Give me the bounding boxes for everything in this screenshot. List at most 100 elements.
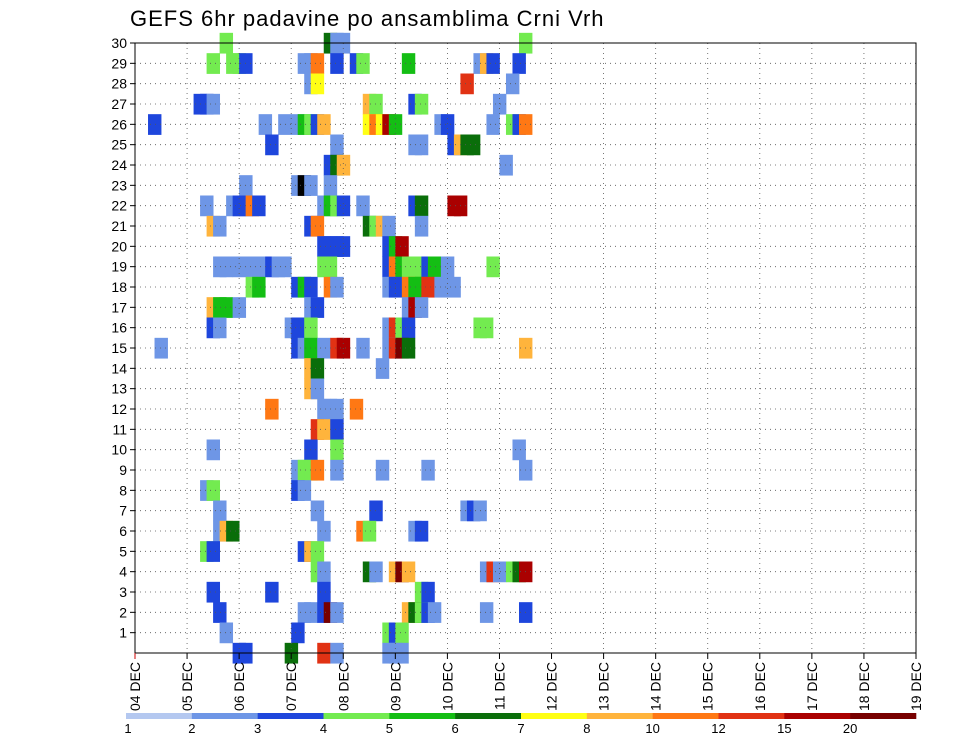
x-tick-label: 11 DEC [491, 662, 507, 710]
y-tick-label: 12 [111, 401, 127, 417]
heatmap-cell [414, 93, 429, 115]
heatmap-cell [213, 500, 227, 522]
heatmap-cell [421, 581, 435, 603]
x-tick-label: 13 DEC [596, 662, 612, 711]
y-tick-label: 5 [119, 543, 127, 559]
heatmap-cell [226, 520, 240, 542]
heatmap-cell [310, 73, 325, 95]
y-tick-label: 25 [111, 137, 127, 153]
heatmap-cell [369, 93, 383, 115]
heatmap-cell [310, 215, 325, 237]
heatmap-cell [310, 378, 325, 400]
y-tick-label: 22 [111, 198, 127, 214]
heatmap-cell [499, 154, 513, 176]
x-tick-label: 18 DEC [856, 662, 872, 711]
colorbar-label: 6 [452, 721, 459, 736]
heatmap-cell [479, 317, 494, 339]
heatmap-cell [291, 317, 305, 339]
colorbar-segment [323, 713, 390, 719]
heatmap-cell [310, 541, 325, 562]
heatmap-cell [440, 114, 455, 135]
heatmap-cell [401, 317, 416, 339]
heatmap-cell [330, 53, 344, 74]
x-tick-label: 17 DEC [804, 662, 820, 711]
heatmap-cell [291, 622, 305, 644]
heatmap-cell [414, 297, 429, 318]
y-tick-label: 24 [111, 157, 127, 173]
y-axis: 1234567891011121314151617181920212223242… [111, 35, 135, 641]
heatmap-cell [427, 602, 442, 623]
y-tick-label: 15 [111, 340, 127, 356]
y-tick-label: 11 [112, 421, 127, 437]
colorbar-segment [850, 713, 917, 719]
x-tick-label: 09 DEC [387, 662, 403, 711]
y-tick-label: 14 [111, 360, 127, 376]
y-tick-label: 8 [119, 482, 127, 498]
heatmap-cell [213, 602, 227, 623]
grid-layer [135, 43, 916, 653]
heatmap-cell [310, 500, 325, 522]
heatmap-cell [356, 53, 370, 74]
y-tick-label: 13 [111, 381, 127, 397]
heatmap-cell [447, 276, 461, 298]
heatmap-cell [252, 256, 266, 278]
heatmap-cell [362, 520, 377, 542]
y-tick-label: 9 [119, 462, 127, 478]
y-tick-label: 27 [111, 96, 127, 112]
heatmap-cell [206, 541, 221, 562]
heatmap-cell [317, 419, 331, 440]
heatmap-cell [317, 520, 331, 542]
y-tick-label: 10 [111, 442, 127, 458]
heatmap-cell [427, 256, 442, 278]
heatmap-cell [330, 439, 344, 461]
colorbar-segment [718, 713, 785, 719]
x-tick-label: 08 DEC [335, 662, 351, 711]
heatmap-cell [330, 276, 344, 298]
heatmap-cell [421, 276, 435, 298]
heatmap-cell [395, 236, 409, 257]
x-tick-label: 12 DEC [544, 662, 560, 711]
heatmap-cell [206, 93, 221, 115]
heatmap-cell [297, 480, 312, 501]
colorbar-segment [586, 713, 653, 719]
heatmap-cell [336, 154, 351, 176]
heatmap-cell [310, 459, 325, 481]
heatmap-cell [440, 256, 455, 278]
heatmap-cell [401, 561, 416, 583]
y-tick-label: 28 [111, 76, 127, 92]
colorbar-label: 1 [124, 721, 131, 736]
heatmap-cell [317, 561, 331, 583]
heatmap-cell [310, 297, 325, 318]
heatmap-cell [330, 134, 344, 156]
colorbar-segment [257, 713, 324, 719]
heatmap-cell [232, 256, 247, 278]
heatmap-cell [317, 581, 331, 603]
heatmap-cell [512, 439, 526, 461]
heatmap-cell [317, 337, 331, 359]
x-tick-label: 10 DEC [439, 662, 455, 711]
heatmap-cell [206, 581, 221, 603]
heatmap-cell [206, 439, 221, 461]
heatmap-cell [479, 602, 494, 623]
heatmap-cell [336, 236, 351, 257]
heatmap-cell [206, 480, 221, 501]
colorbar-segment [126, 713, 193, 719]
colorbar-segment [455, 713, 522, 719]
heatmap-cell [265, 398, 279, 420]
heatmap-cell [375, 459, 390, 481]
heatmap-cell [460, 73, 474, 95]
x-tick-label: 14 DEC [648, 662, 664, 711]
colorbar-label: 20 [843, 721, 857, 736]
heatmap-cell [492, 93, 507, 115]
heatmap-cell [336, 195, 351, 217]
heatmap-cell [414, 520, 429, 542]
y-tick-label: 4 [119, 564, 127, 580]
heatmap-cell [154, 337, 168, 359]
colorbar-label: 4 [320, 721, 327, 736]
x-tick-label: 19 DEC [908, 662, 924, 711]
chart-title: GEFS 6hr padavine po ansamblima Crni Vrh [130, 6, 605, 31]
heatmap-cell [219, 256, 234, 278]
heatmap-cell [356, 337, 370, 359]
heatmap-cell [382, 215, 396, 237]
